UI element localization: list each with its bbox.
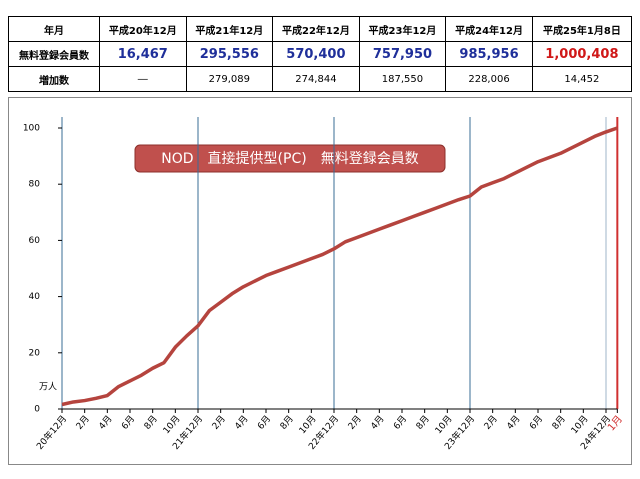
cell: 274,844 (272, 66, 360, 92)
cell: 228,006 (445, 66, 533, 92)
header-cell: 年月 (8, 16, 100, 42)
header-cell: 平成24年12月 (445, 16, 533, 42)
cell: 187,550 (358, 66, 447, 92)
x-tick-label: 6月 (391, 413, 409, 431)
cell: 757,950 (358, 41, 447, 67)
chart: NOD 直接提供型(PC) 無料登録会員数 万人 0 20 40 60 80 100 20年… (8, 97, 632, 465)
title-box (134, 144, 446, 173)
increase-row: 増加数 ― 279,089 274,844 187,550 228,006 14… (8, 66, 633, 92)
header-cell: 平成21年12月 (185, 16, 274, 42)
x-tick-label: 4月 (97, 413, 115, 431)
x-tick-label: 10月 (433, 413, 455, 436)
members-row: 無料登録会員数 16,467 295,556 570,400 757,950 9… (8, 41, 633, 67)
header-cell: 平成20年12月 (99, 16, 187, 42)
x-tick-label: 2月 (482, 413, 500, 431)
x-tick-label: 10月 (161, 413, 183, 436)
row-label: 無料登録会員数 (8, 41, 100, 67)
cell: ― (99, 66, 187, 92)
y-tick-label: 20 (29, 348, 41, 358)
header-cell: 平成23年12月 (358, 16, 447, 42)
x-tick-label: 6月 (255, 413, 273, 431)
y-unit: 万人 (39, 382, 57, 393)
x-tick-label: 8月 (550, 413, 568, 431)
x-tick-label: 6月 (527, 413, 545, 431)
data-line (61, 126, 618, 407)
row-label: 増加数 (8, 66, 100, 92)
x-tick-label: 2月 (74, 413, 92, 431)
x-tick-label: 4月 (369, 413, 387, 431)
y-tick-label: 0 (34, 405, 40, 415)
x-tick-label: 6月 (119, 413, 137, 431)
x-tick-label: 2月 (346, 413, 364, 431)
y-tick-label: 60 (29, 236, 41, 246)
x-tick-label: 4月 (233, 413, 251, 431)
cell: 279,089 (185, 66, 274, 92)
header-cell: 平成25年1月8日 (531, 16, 633, 42)
x-tick-label: 1月 (605, 413, 625, 433)
cell: 985,956 (445, 41, 533, 67)
x-tick-label: 8月 (414, 413, 432, 431)
x-tick-label: 10月 (569, 413, 591, 436)
header-row: 年月 平成20年12月 平成21年12月 平成22年12月 平成23年12月 平… (8, 16, 633, 42)
cell: 295,556 (185, 41, 274, 67)
chart-title: NOD 直接提供型(PC) 無料登録会員数 (161, 150, 418, 167)
summary-table: 年月 平成20年12月 平成21年12月 平成22年12月 平成23年12月 平… (8, 16, 633, 92)
cell: 570,400 (272, 41, 360, 67)
x-tick-label: 20年12月 (34, 413, 69, 452)
cell: 16,467 (99, 41, 187, 67)
x-tick-label: 2月 (210, 413, 228, 431)
cell: 1,000,408 (531, 41, 633, 67)
x-tick-label: 4月 (505, 413, 523, 431)
x-tick-label: 8月 (278, 413, 296, 431)
chart-frame (8, 97, 632, 465)
header-cell: 平成22年12月 (272, 16, 360, 42)
y-tick-label: 40 (29, 292, 41, 302)
cell: 14,452 (531, 66, 633, 92)
x-tick-label: 8月 (142, 413, 160, 431)
x-tick-label: 10月 (297, 413, 319, 436)
y-tick-label: 80 (29, 180, 41, 190)
y-tick-label: 100 (23, 124, 40, 134)
